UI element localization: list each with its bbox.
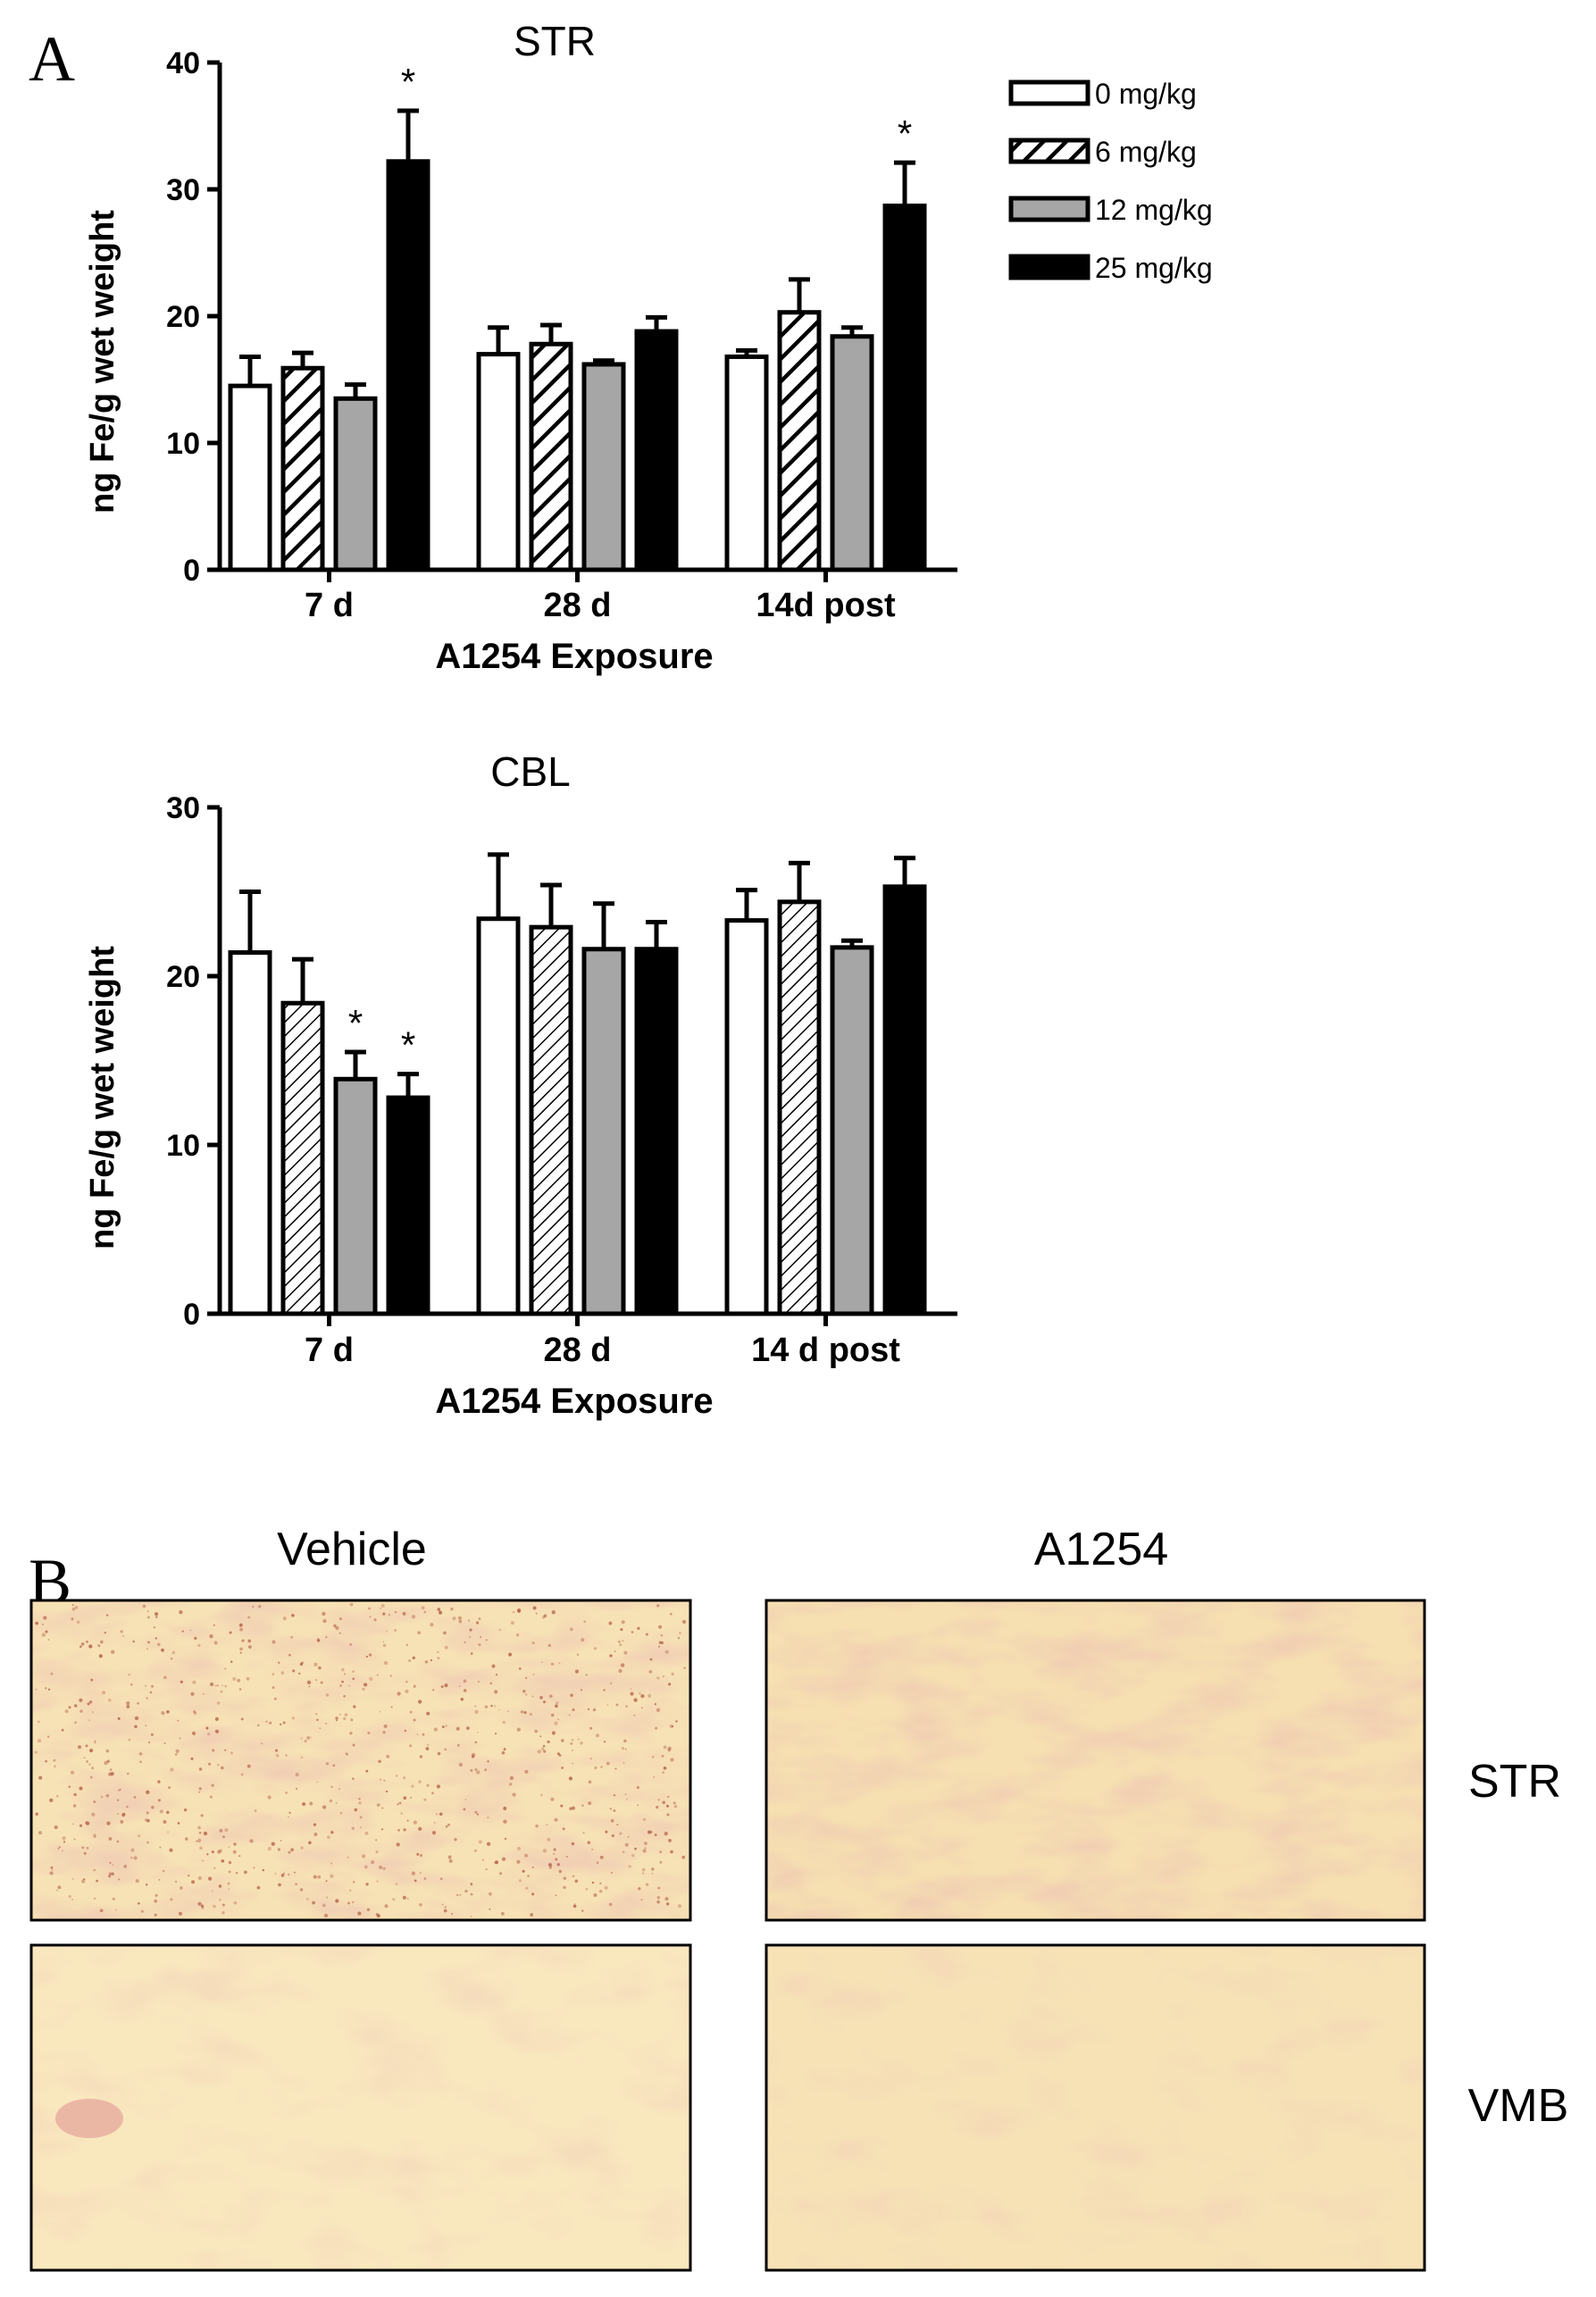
chart1-significance-mark: *	[348, 1002, 363, 1044]
chart0-bar-28-d-0-mg-kg	[476, 352, 521, 572]
row-label-str: STR	[1468, 1756, 1561, 1808]
chart0-bar-7-d-0-mg-kg	[228, 383, 272, 572]
chart1-bar-7-d-6-mg-kg	[280, 1000, 325, 1316]
cbl-y-axis-label: ng Fe/g wet weight	[84, 946, 121, 1249]
legend-swatch-0-mg-kg	[1008, 79, 1090, 106]
chart1-bar-28-d-0-mg-kg	[476, 916, 521, 1316]
chart1-bar-28-d-25-mg-kg	[634, 947, 679, 1316]
legend-swatch-12-mg-kg	[1008, 196, 1090, 222]
cbl-x-axis-label: A1254 Exposure	[435, 1382, 713, 1421]
legend-label-25-mg-kg: 25 mg/kg	[1095, 252, 1213, 284]
chart1-bar-14-d-post-12-mg-kg	[830, 945, 874, 1316]
chart0-significance-mark: *	[401, 61, 415, 103]
row-label-vmb: VMB	[1468, 2080, 1569, 2132]
chart1-significance-mark: *	[401, 1024, 415, 1066]
chart1-x-tick-label: 14 d post	[751, 1332, 900, 1369]
chart0-bar-14d-post-12-mg-kg	[830, 334, 874, 572]
legend-swatch-25-mg-kg	[1008, 254, 1090, 280]
chart1-bar-7-d-12-mg-kg	[333, 1076, 378, 1316]
chart1-y-tick-label: 30	[166, 791, 200, 825]
chart0-bar-7-d-12-mg-kg	[333, 396, 378, 572]
chart0-bar-7-d-6-mg-kg	[280, 365, 325, 572]
chart1-bar-28-d-6-mg-kg	[529, 924, 573, 1316]
chart-legend: 0 mg/kg 6 mg/kg 12 mg/kg 25 mg/kg	[1008, 78, 1213, 284]
legend-swatch-6-mg-kg	[1008, 138, 1090, 164]
legend-label-6-mg-kg: 6 mg/kg	[1095, 136, 1197, 168]
chart0-bar-14d-post-25-mg-kg	[882, 203, 927, 572]
chart1-bar-14-d-post-0-mg-kg	[724, 918, 769, 1316]
column-label-a1254: A1254	[1034, 1524, 1168, 1575]
chart0-x-tick-label: 28 d	[543, 587, 611, 624]
chart0-bar-28-d-6-mg-kg	[529, 341, 573, 572]
chart1-x-tick-label: 7 d	[305, 1332, 354, 1369]
chart0-bar-28-d-12-mg-kg	[581, 362, 626, 572]
chart1-bar-7-d-25-mg-kg	[386, 1095, 430, 1316]
chart0-y-tick-label: 40	[166, 46, 200, 80]
chart0-y-tick-label: 0	[183, 554, 200, 588]
chart1-bar-14-d-post-25-mg-kg	[882, 884, 927, 1316]
cbl-chart-title: CBL	[490, 748, 570, 795]
chart1-bar-28-d-12-mg-kg	[581, 947, 626, 1316]
chart0-y-tick-label: 30	[166, 173, 200, 207]
chart0-bar-7-d-25-mg-kg	[386, 159, 430, 572]
chart1-y-tick-label: 20	[166, 960, 200, 994]
str-chart-title: STR	[514, 18, 596, 64]
chart1-y-tick-label: 10	[166, 1129, 200, 1163]
chart1-y-tick-label: 0	[183, 1298, 200, 1332]
chart1-x-tick-label: 28 d	[543, 1332, 611, 1369]
legend-label-0-mg-kg: 0 mg/kg	[1095, 78, 1197, 110]
chart1-bar-7-d-0-mg-kg	[228, 950, 272, 1316]
panel-a-letter: A	[29, 23, 75, 95]
chart0-y-tick-label: 20	[166, 300, 200, 334]
chart0-y-tick-label: 10	[166, 427, 200, 461]
str-y-axis-label: ng Fe/g wet weight	[84, 210, 121, 514]
chart0-significance-mark: *	[898, 113, 912, 155]
str-bar-chart: STR ng Fe/g wet weight A1254 Exposure 0 1…	[84, 18, 957, 676]
micrograph-vehicle-vmb	[29, 1943, 692, 2272]
cbl-bar-chart: CBL ng Fe/g wet weight A1254 Exposure 0 1…	[84, 748, 957, 1421]
chart0-bar-14d-post-6-mg-kg	[777, 310, 822, 572]
chart0-x-tick-label: 7 d	[305, 587, 354, 624]
column-label-vehicle: Vehicle	[277, 1524, 427, 1575]
micrograph-panel: Vehicle A1254 STR VMB	[29, 1524, 1569, 2272]
chart0-bar-14d-post-0-mg-kg	[724, 354, 769, 572]
chart1-bar-14-d-post-6-mg-kg	[777, 899, 822, 1316]
chart0-bar-28-d-25-mg-kg	[634, 329, 679, 572]
micrograph-a1254-vmb	[765, 1943, 1426, 2272]
micrograph-a1254-str	[765, 1599, 1426, 1922]
chart0-x-tick-label: 14d post	[756, 587, 896, 624]
legend-label-12-mg-kg: 12 mg/kg	[1095, 194, 1213, 226]
str-x-axis-label: A1254 Exposure	[435, 637, 713, 676]
